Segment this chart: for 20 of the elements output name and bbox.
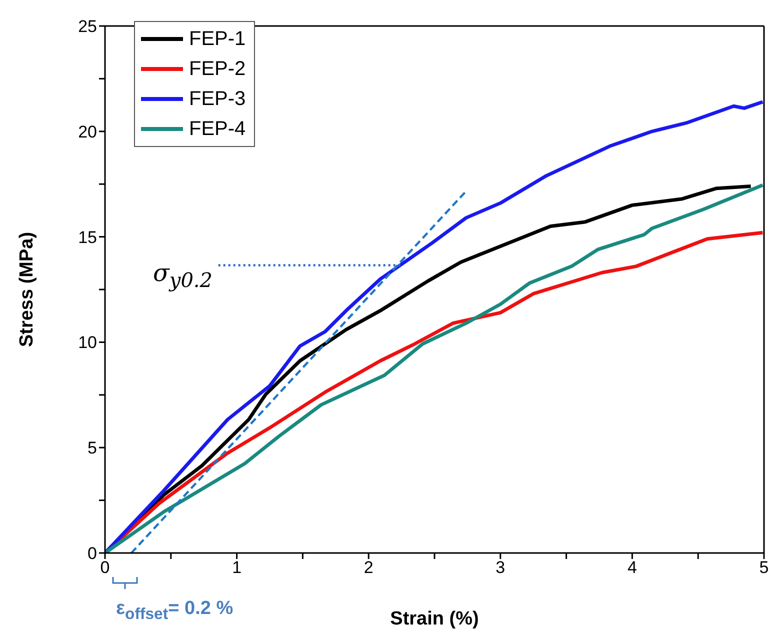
x-tick-label: 1 xyxy=(232,558,242,578)
legend-label: FEP-1 xyxy=(189,28,246,50)
x-tick-label: 3 xyxy=(496,558,506,578)
legend-label: FEP-2 xyxy=(189,58,246,80)
y-tick-label: 0 xyxy=(88,544,97,564)
y-tick-label: 5 xyxy=(88,438,97,458)
x-tick-label: 0 xyxy=(100,558,110,578)
x-tick-label: 5 xyxy=(759,558,769,578)
legend-label: FEP-4 xyxy=(189,118,246,140)
y-tick-label: 25 xyxy=(78,17,97,36)
annotation: σ$_{y0.2}$ xyxy=(153,259,212,292)
y-tick-label: 10 xyxy=(78,333,97,352)
text: ε$_{offset}$= 0.2 % xyxy=(116,598,234,624)
x-tick-label: 4 xyxy=(627,558,637,578)
legend-label: FEP-3 xyxy=(189,88,246,110)
y-tick-label: 20 xyxy=(78,122,97,142)
x-axis-title: Strain (%) xyxy=(390,608,479,630)
y-axis-title: Stress (MPa) xyxy=(16,232,38,348)
x-tick-label: 2 xyxy=(364,558,374,578)
y-tick-label: 15 xyxy=(78,228,97,247)
